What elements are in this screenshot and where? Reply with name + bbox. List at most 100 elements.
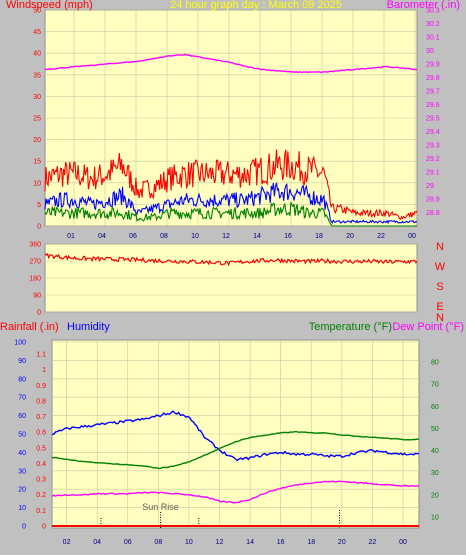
wind-y-tick: 25 — [33, 116, 41, 123]
humidity-y-tick: 100 — [14, 340, 26, 347]
chart-title: 24 hour graph day : March 09 2025 — [170, 0, 342, 11]
barometer-y-tick: 29.2 — [426, 156, 440, 163]
humidity-y-tick: 0 — [22, 524, 26, 531]
rainfall-y-axis: 0 0.1 0.2 0.3 0.4 0.5 0.6 0.7 0.8 0.9 1 1.1 — [36, 352, 46, 531]
rainfall-y-tick: 0.6 — [36, 430, 46, 437]
humidity-line — [51, 410, 420, 462]
wind-x-tick: 18 — [315, 233, 323, 240]
barometer-y-tick: 30.2 — [426, 21, 440, 28]
wind-x-tick: 00 — [408, 233, 416, 240]
barometer-y-tick: 29.4 — [426, 129, 440, 136]
barometer-y-tick: 28.8 — [426, 210, 440, 217]
wind-y-tick: 35 — [33, 72, 41, 79]
barometer-y-tick: 29.3 — [426, 143, 440, 150]
compass-label: N — [436, 241, 444, 253]
rainfall-y-tick: 0.1 — [36, 508, 46, 515]
sunrise-annotation: Sun Rise — [142, 502, 179, 512]
temp-series — [51, 410, 420, 527]
dewpoint-line — [51, 480, 420, 504]
humidity-axis-label: Humidity — [67, 321, 110, 333]
humidity-y-tick: 30 — [18, 468, 26, 475]
barometer-line — [44, 53, 418, 74]
temperature-y-tick: 10 — [431, 514, 439, 521]
barometer-y-tick: 30 — [426, 48, 434, 55]
barometer-y-tick: 29.9 — [426, 62, 440, 69]
barometer-y-tick: 28.9 — [426, 197, 440, 204]
wind-y-tick: 45 — [33, 29, 41, 36]
temperature-axis-label: Temperature (°F) — [309, 321, 392, 333]
rainfall-y-tick: 0.2 — [36, 492, 46, 499]
humidity-y-tick: 10 — [18, 505, 26, 512]
rainfall-y-tick: 1.1 — [36, 352, 46, 359]
wind-x-tick: 22 — [377, 233, 385, 240]
rainfall-y-tick: 1 — [42, 367, 46, 374]
compass-label: N — [436, 312, 444, 324]
temp-x-tick: 12 — [216, 539, 224, 546]
wind-gust-line — [44, 149, 418, 221]
wind-x-tick: 14 — [253, 233, 261, 240]
barometer-y-tick: 29.8 — [426, 75, 440, 82]
rainfall-y-tick: 0.3 — [36, 477, 46, 484]
compass-label: W — [435, 261, 446, 273]
barometer-axis-label: Barometer (.in) — [387, 0, 460, 11]
wind-x-tick: 08 — [160, 233, 168, 240]
wind-x-tick: 06 — [129, 233, 137, 240]
barometer-y-tick: 30.1 — [426, 35, 440, 42]
direction-y-tick: 270 — [29, 259, 41, 266]
dewpoint-axis-label: Dew Point (°F) — [392, 321, 464, 333]
temperature-y-tick: 80 — [431, 360, 439, 367]
wind-y-tick: 10 — [33, 180, 41, 187]
humidity-y-axis: 0 10 20 30 40 50 60 70 80 90 100 — [14, 340, 26, 531]
direction-y-tick: 0 — [37, 310, 41, 317]
rainfall-y-tick: 0.9 — [36, 383, 46, 390]
compass-label: E — [436, 301, 443, 313]
humidity-y-tick: 80 — [18, 376, 26, 383]
barometer-y-tick: 29.5 — [426, 116, 440, 123]
rainfall-axis-label: Rainfall (.in) — [0, 321, 59, 333]
temp-x-tick: 06 — [124, 539, 132, 546]
wind-x-tick: 01 — [67, 233, 75, 240]
humidity-y-tick: 40 — [18, 450, 26, 457]
temperature-y-tick: 60 — [431, 404, 439, 411]
wind-x-tick: 10 — [191, 233, 199, 240]
windspeed-axis-label: Windspeed (mph) — [6, 0, 93, 11]
temperature-line — [51, 431, 419, 470]
temp-x-tick: 10 — [185, 539, 193, 546]
temp-x-tick: 08 — [154, 539, 162, 546]
rainfall-y-tick: 0.8 — [36, 398, 46, 405]
wind-x-tick: 20 — [346, 233, 354, 240]
direction-y-tick: 180 — [29, 276, 41, 283]
temp-x-tick: 20 — [338, 539, 346, 546]
rainfall-y-tick: 0.4 — [36, 461, 46, 468]
humidity-y-tick: 50 — [18, 432, 26, 439]
barometer-y-right-axis: 28.8 28.9 29 29.1 29.2 29.3 29.4 29.5 29.6 29.7 29… — [426, 8, 440, 218]
temperature-y-tick: 20 — [431, 492, 439, 499]
humidity-y-tick: 70 — [18, 395, 26, 402]
wind-x-tick: 12 — [222, 233, 230, 240]
wind-direction-line — [44, 252, 418, 267]
wind-y-tick: 0 — [37, 224, 41, 231]
rainfall-y-tick: 0 — [42, 524, 46, 531]
wind-series — [44, 53, 418, 227]
temperature-y-axis: 10 20 30 40 50 60 70 80 — [431, 360, 439, 522]
direction-y-tick: 90 — [33, 293, 41, 300]
wind-avg-line — [44, 182, 418, 225]
direction-series — [44, 252, 418, 267]
wind-x-axis: 01 04 06 08 10 12 14 16 18 20 22 00 — [67, 233, 416, 240]
direction-y-tick: 360 — [29, 242, 41, 249]
humidity-y-tick: 60 — [18, 413, 26, 420]
temp-x-tick: 18 — [307, 539, 315, 546]
wind-low-line — [44, 202, 417, 227]
wind-y-tick: 5 — [37, 202, 41, 209]
direction-y-axis: 0 90 180 270 360 — [29, 242, 41, 317]
temperature-y-tick: 70 — [431, 382, 439, 389]
temperature-y-tick: 40 — [431, 448, 439, 455]
wind-y-left-axis: 0 5 10 15 20 25 30 35 40 45 50 — [33, 8, 41, 231]
barometer-y-tick: 30.3 — [426, 8, 440, 15]
